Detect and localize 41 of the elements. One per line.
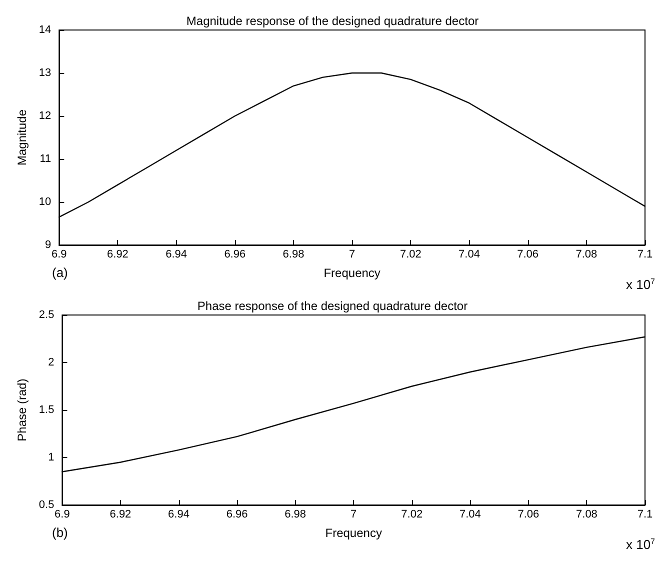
x-tick-label: 7.02	[401, 508, 423, 520]
x-tick-label: 7.1	[637, 248, 653, 260]
y-tick-label: 0.5	[38, 499, 54, 511]
y-tick-label: 12	[38, 110, 52, 122]
x-tick-label: 7.06	[518, 508, 540, 520]
x-tick-label: 6.96	[224, 248, 246, 260]
x-tick-label: 7.04	[459, 508, 481, 520]
x-tick-label: 7.06	[517, 248, 539, 260]
x-tick-label: 7.1	[637, 508, 653, 520]
y-tick-label: 2.5	[38, 309, 54, 321]
x-tick-label: 7.08	[576, 508, 598, 520]
x-tick-label: 6.92	[110, 508, 132, 520]
x-tick-label: 6.94	[168, 508, 190, 520]
y-tick-label: 1	[48, 452, 54, 464]
x-tick-label: 6.98	[282, 248, 304, 260]
chart-title: Phase response of the designed quadrature dector	[197, 299, 468, 313]
y-tick-label: 11	[40, 153, 52, 165]
y-tick-label: 2	[48, 356, 54, 368]
y-axis-title: Phase (rad)	[15, 378, 29, 442]
x-tick-label: 6.92	[107, 248, 128, 260]
text: (a)	[52, 265, 68, 280]
x-axis-title: Frequency	[324, 266, 380, 280]
y-tick-label: 14	[38, 24, 52, 36]
x-tick-label: 7	[350, 508, 357, 520]
y-axis-title: Magnitude	[15, 109, 29, 166]
y-tick-label: 9	[45, 239, 52, 251]
y-tick-label: 13	[38, 67, 52, 79]
x-tick-label: 7.08	[576, 248, 598, 260]
x-tick-label: 7	[349, 248, 356, 260]
x-tick-label: 7.04	[458, 248, 480, 260]
chart-title: Magnitude response of the designed quadrature dector	[186, 14, 479, 28]
x-tick-label: 7.02	[400, 248, 422, 260]
x-tick-label: 6.9	[54, 508, 70, 520]
x-axis-title: Frequency	[325, 526, 382, 540]
x-tick-label: 6.96	[226, 508, 248, 520]
y-tick-label: 10	[38, 196, 52, 208]
x-tick-label: 6.98	[284, 508, 306, 520]
x-tick-label: 6.94	[166, 248, 188, 260]
text: (b)	[52, 525, 68, 540]
y-tick-label: 1.5	[38, 404, 54, 416]
x-tick-label: 6.9	[51, 248, 67, 260]
